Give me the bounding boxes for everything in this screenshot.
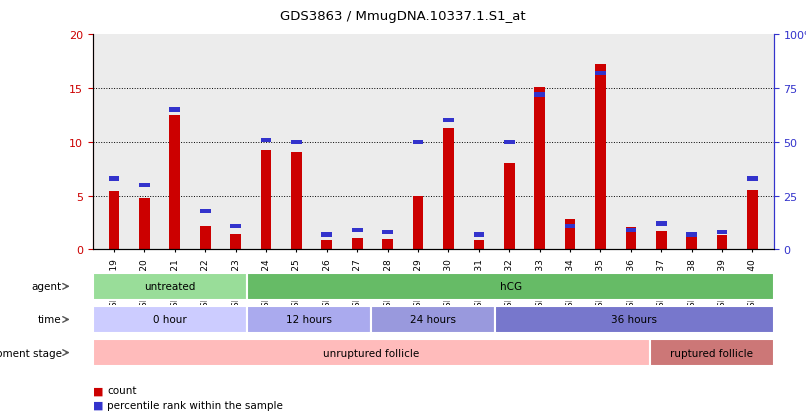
Bar [595,65,606,250]
Bar [139,183,150,188]
Bar [413,140,423,145]
Bar [595,71,606,76]
Bar [625,227,636,250]
Bar [473,233,484,237]
Text: ■: ■ [93,400,103,410]
Bar [687,233,697,237]
Bar [504,140,514,145]
Text: ■: ■ [93,385,103,395]
Bar [495,306,774,333]
Bar [747,177,758,181]
Bar [169,116,180,250]
Text: hCG: hCG [500,282,521,292]
Text: percentile rank within the sample: percentile rank within the sample [107,400,283,410]
Bar [565,224,575,228]
Bar [169,108,180,112]
Bar [352,238,363,250]
Bar [93,339,650,366]
Bar [322,233,332,237]
Bar [473,240,484,250]
Text: count: count [107,385,137,395]
Bar [382,239,393,250]
Bar [534,93,545,97]
Bar [93,306,247,333]
Bar [534,88,545,250]
Text: agent: agent [31,282,61,292]
Text: unruptured follicle: unruptured follicle [323,348,419,358]
Bar [650,339,774,366]
Bar [717,236,727,250]
Bar [109,192,119,250]
Bar [372,306,495,333]
Bar [291,152,301,250]
Text: 36 hours: 36 hours [612,315,658,325]
Bar [382,230,393,235]
Bar [687,233,697,250]
Bar [231,235,241,250]
Bar [625,228,636,233]
Text: development stage: development stage [0,348,61,358]
Bar [504,164,514,250]
Bar [656,222,667,226]
Bar [443,128,454,250]
Bar [231,224,241,228]
Bar [656,232,667,250]
Bar [565,220,575,250]
Bar [200,209,210,214]
Text: 24 hours: 24 hours [410,315,456,325]
Bar [443,119,454,123]
Bar [93,273,247,300]
Bar [291,140,301,145]
Bar [717,230,727,235]
Bar [352,228,363,233]
Text: ruptured follicle: ruptured follicle [671,348,754,358]
Bar [247,273,774,300]
Text: GDS3863 / MmugDNA.10337.1.S1_at: GDS3863 / MmugDNA.10337.1.S1_at [280,10,526,23]
Text: 0 hour: 0 hour [153,315,187,325]
Bar [260,138,272,142]
Bar [322,240,332,250]
Bar [139,198,150,250]
Bar [109,177,119,181]
Text: time: time [38,315,61,325]
Bar [260,151,272,250]
Bar [200,226,210,250]
Bar [413,196,423,250]
Bar [247,306,372,333]
Text: untreated: untreated [144,282,196,292]
Text: 12 hours: 12 hours [286,315,332,325]
Bar [747,191,758,250]
